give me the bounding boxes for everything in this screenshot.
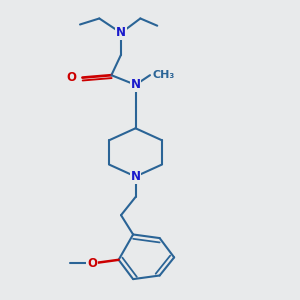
Text: O: O <box>87 257 97 270</box>
Text: CH₃: CH₃ <box>152 70 175 80</box>
Text: N: N <box>116 26 126 39</box>
Text: N: N <box>130 78 140 91</box>
Text: O: O <box>66 71 76 84</box>
Text: N: N <box>130 170 140 183</box>
